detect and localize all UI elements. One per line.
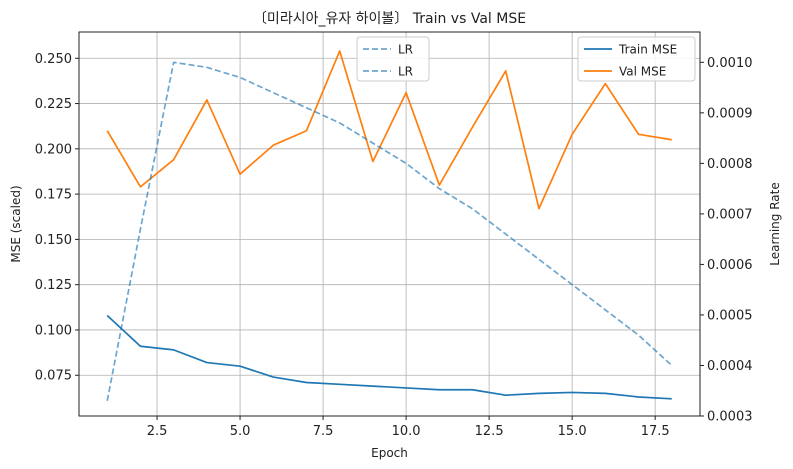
y2-tick-label: 0.0004 bbox=[707, 359, 753, 374]
y-tick-label: 0.225 bbox=[35, 97, 72, 112]
y2-tick-label: 0.0005 bbox=[707, 308, 753, 323]
x-tick-label: 15.0 bbox=[558, 424, 587, 439]
y-axis-right: 0.0003 0.0004 0.0005 0.0006 0.0007 0.0008 0.00… bbox=[700, 56, 753, 425]
y2-axis-label: Learning Rate bbox=[768, 182, 782, 265]
y2-tick-label: 0.0006 bbox=[707, 258, 753, 273]
y2-tick-label: 0.0003 bbox=[707, 410, 753, 425]
series-line-lr bbox=[106, 61, 673, 402]
y-axis-label: MSE (scaled) bbox=[9, 185, 23, 262]
legend-box bbox=[577, 36, 696, 82]
x-axis-label: Epoch bbox=[371, 446, 408, 460]
x-axis: 2.5 5.0 7.5 10.0 12.5 15.0 17.5 bbox=[147, 416, 670, 439]
y-tick-label: 0.075 bbox=[35, 369, 72, 384]
legend-label: Val MSE bbox=[619, 65, 666, 79]
series-line-val-mse bbox=[106, 50, 672, 210]
y-tick-label: 0.175 bbox=[35, 188, 72, 203]
y2-tick-label: 0.0009 bbox=[707, 106, 753, 121]
x-tick-label: 2.5 bbox=[147, 424, 168, 439]
y-axis-left: 0.075 0.100 0.125 0.150 0.175 0.200 0.225 0.250 bbox=[35, 52, 79, 384]
y-tick-label: 0.100 bbox=[35, 323, 72, 338]
grid bbox=[79, 32, 700, 416]
x-tick-label: 12.5 bbox=[475, 424, 504, 439]
y2-tick-label: 0.0008 bbox=[707, 157, 753, 172]
y-tick-label: 0.150 bbox=[35, 233, 72, 248]
x-tick-label: 7.5 bbox=[313, 424, 334, 439]
x-tick-label: 17.5 bbox=[641, 424, 670, 439]
legend-label: LR bbox=[398, 43, 413, 57]
y2-tick-label: 0.0010 bbox=[707, 56, 753, 71]
y-tick-label: 0.125 bbox=[35, 278, 72, 293]
y-tick-label: 0.200 bbox=[35, 142, 72, 157]
plot-frame bbox=[78, 31, 701, 417]
legend-box bbox=[356, 36, 430, 82]
x-tick-label: 10.0 bbox=[392, 424, 421, 439]
x-tick-label: 5.0 bbox=[230, 424, 251, 439]
series-layer bbox=[106, 50, 673, 402]
chart-title: 〔미라시아_유자 하이볼〕 Train vs Val MSE bbox=[253, 11, 526, 27]
y2-tick-label: 0.0007 bbox=[707, 207, 753, 222]
legend-mse: Train MSE Val MSE bbox=[577, 36, 696, 82]
legend-label: Train MSE bbox=[618, 43, 677, 57]
legend-lr: LR LR bbox=[356, 36, 430, 82]
series-line-train-mse bbox=[106, 314, 672, 400]
legend-label: LR bbox=[398, 65, 413, 79]
y-tick-label: 0.250 bbox=[35, 52, 72, 67]
